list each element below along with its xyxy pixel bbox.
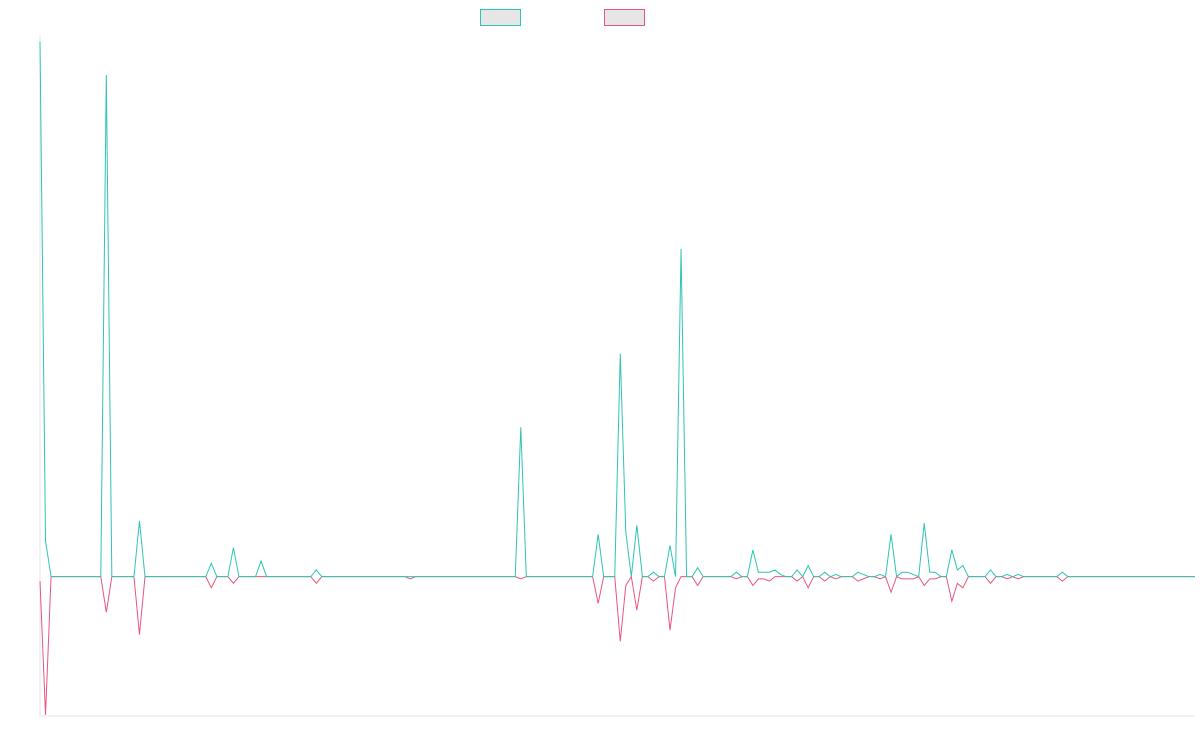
series-line-b	[39, 575, 1195, 715]
legend	[480, 9, 645, 26]
series-layer	[39, 41, 1195, 715]
legend-swatch-a[interactable]	[480, 9, 521, 26]
series-line-a	[39, 41, 1195, 578]
legend-swatch-b[interactable]	[604, 9, 645, 26]
